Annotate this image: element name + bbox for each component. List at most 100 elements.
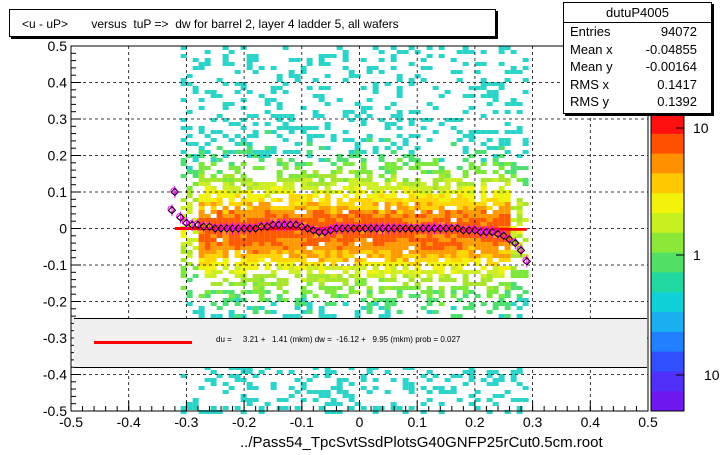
heatmap-cell — [408, 294, 415, 298]
heatmap-cell — [498, 198, 505, 202]
heatmap-cell — [276, 246, 283, 250]
heatmap-cell — [222, 206, 229, 210]
heatmap-cell — [198, 294, 205, 298]
heatmap-cell — [504, 150, 511, 154]
heatmap-cell — [414, 182, 421, 186]
heatmap-cell — [276, 230, 283, 234]
heatmap-cell — [450, 58, 457, 62]
heatmap-cell — [228, 374, 235, 378]
heatmap-cell — [486, 222, 493, 226]
heatmap-cell — [204, 366, 211, 370]
heatmap-cell — [336, 198, 343, 202]
heatmap-cell — [204, 90, 211, 94]
heatmap-cell — [240, 190, 247, 194]
heatmap-cell — [294, 178, 301, 182]
heatmap-cell — [264, 154, 271, 158]
heatmap-cell — [246, 246, 253, 250]
heatmap-cell — [390, 218, 397, 222]
heatmap-cell — [300, 206, 307, 210]
heatmap-cell — [432, 250, 439, 254]
heatmap-cell — [312, 242, 319, 246]
heatmap-cell — [438, 386, 445, 390]
heatmap-cell — [426, 242, 433, 246]
heatmap-cell — [450, 238, 457, 242]
heatmap-cell — [246, 366, 253, 370]
heatmap-cell — [342, 222, 349, 226]
heatmap-cell — [384, 238, 391, 242]
heatmap-cell — [342, 78, 349, 82]
heatmap-cell — [438, 410, 445, 414]
heatmap-cell — [498, 186, 505, 190]
heatmap-cell — [234, 218, 241, 222]
heatmap-cell — [330, 274, 337, 278]
heatmap-cell — [456, 234, 463, 238]
heatmap-cell — [366, 202, 373, 206]
heatmap-cell — [396, 246, 403, 250]
heatmap-cell — [180, 162, 187, 166]
heatmap-cell — [456, 250, 463, 254]
heatmap-cell — [426, 302, 433, 306]
heatmap-cell — [450, 266, 457, 270]
heatmap-cell — [282, 122, 289, 126]
heatmap-cell — [462, 250, 469, 254]
heatmap-cell — [234, 142, 241, 146]
heatmap-cell — [276, 214, 283, 218]
y-axis: -0.5-0.4-0.3-0.2-0.100.10.20.30.40.5 — [43, 38, 81, 419]
heatmap-cell — [456, 230, 463, 234]
heatmap-cell — [474, 258, 481, 262]
heatmap-cell — [282, 314, 289, 318]
heatmap-cell — [522, 66, 529, 70]
heatmap-cell — [468, 246, 475, 250]
heatmap-cell — [276, 126, 283, 130]
heatmap-cell — [420, 218, 427, 222]
heatmap-cell — [420, 210, 427, 214]
heatmap-cell — [522, 218, 529, 222]
heatmap-cell — [450, 210, 457, 214]
heatmap-cell — [270, 198, 277, 202]
heatmap-cell — [474, 390, 481, 394]
heatmap-cell — [324, 186, 331, 190]
heatmap-cell — [492, 154, 499, 158]
heatmap-cell — [372, 190, 379, 194]
heatmap-cell — [282, 218, 289, 222]
heatmap-cell — [504, 246, 511, 250]
heatmap-cell — [504, 314, 511, 318]
heatmap-cell — [222, 290, 229, 294]
heatmap-cell — [246, 114, 253, 118]
heatmap-cell — [192, 274, 199, 278]
heatmap-cell — [504, 222, 511, 226]
heatmap-cell — [276, 170, 283, 174]
heatmap-cell — [192, 230, 199, 234]
heatmap-cell — [198, 230, 205, 234]
heatmap-cell — [456, 186, 463, 190]
heatmap-cell — [306, 214, 313, 218]
stats-value: -0.00164 — [645, 59, 697, 74]
heatmap-cell — [498, 374, 505, 378]
heatmap-cell — [228, 238, 235, 242]
heatmap-cell — [516, 154, 523, 158]
heatmap-cell — [486, 138, 493, 142]
heatmap-cell — [426, 206, 433, 210]
heatmap-cell — [348, 210, 355, 214]
heatmap-cell — [480, 266, 487, 270]
heatmap-cell — [348, 290, 355, 294]
heatmap-cell — [294, 270, 301, 274]
heatmap-cell — [198, 174, 205, 178]
heatmap-cell — [312, 274, 319, 278]
heatmap-cell — [300, 66, 307, 70]
heatmap-cell — [192, 238, 199, 242]
heatmap-cell — [330, 290, 337, 294]
heatmap-cell — [324, 254, 331, 258]
heatmap-cell — [282, 290, 289, 294]
heatmap-cell — [498, 178, 505, 182]
heatmap-cell — [282, 178, 289, 182]
heatmap-cell — [444, 246, 451, 250]
heatmap-cell — [306, 254, 313, 258]
heatmap-cell — [330, 370, 337, 374]
heatmap-cell — [510, 218, 517, 222]
heatmap-cell — [372, 234, 379, 238]
y-tick-label: -0.3 — [43, 330, 67, 346]
heatmap-cell — [360, 386, 367, 390]
heatmap-cell — [420, 78, 427, 82]
heatmap-cell — [450, 314, 457, 318]
